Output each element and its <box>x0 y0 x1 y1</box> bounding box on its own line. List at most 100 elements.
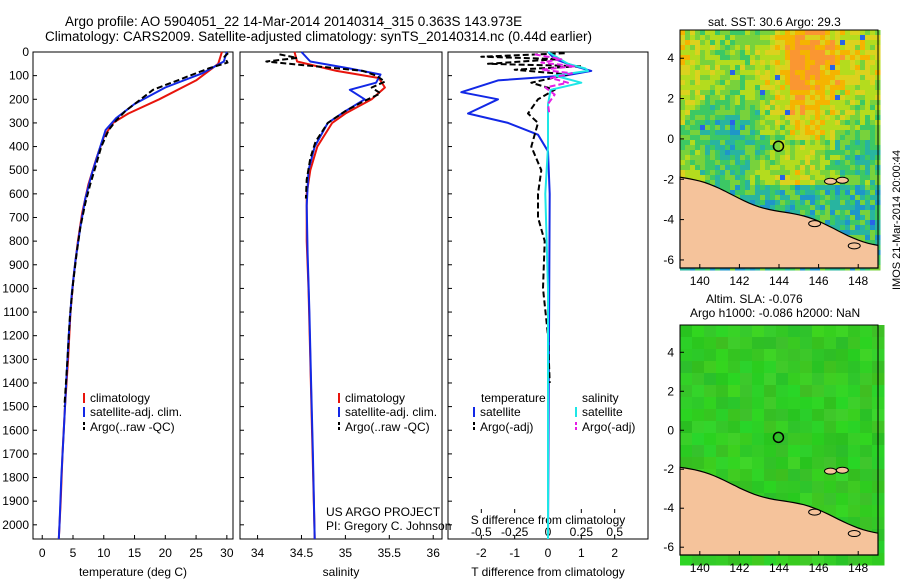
sdiff-tick-label: 0.25 <box>570 525 594 539</box>
sla-lat-tick-label: -4 <box>663 501 674 515</box>
plot-title-line1: Argo profile: AO 5904051_22 14-Mar-2014 … <box>65 14 523 29</box>
pressure-tick-label: 700 <box>9 210 29 224</box>
sst-lat-tick-label: -2 <box>663 172 674 186</box>
tdiff-tick-label: 0 <box>545 546 552 560</box>
pressure-tick-label: 800 <box>9 234 29 248</box>
sst-lat-tick-label: 2 <box>667 92 674 106</box>
salinity-argo-raw-qc--line <box>265 53 386 199</box>
pressure-tick-label: 1300 <box>2 352 29 366</box>
sla-lon-tick-label: 140 <box>690 561 710 575</box>
pressure-tick-label: 900 <box>9 258 29 272</box>
sla-lat-tick-label: -2 <box>663 462 674 476</box>
temperature-legend-climatology-label: climatology <box>90 391 150 405</box>
sdiff-tick-label: -0.5 <box>471 525 492 539</box>
sst-land <box>679 176 879 269</box>
salinity-tick-label: 35 <box>339 546 353 560</box>
difference-legend-t-satellite-label: satellite <box>480 405 521 419</box>
temperature-satellite-adj-clim--line <box>57 51 228 540</box>
pressure-tick-label: 0 <box>22 45 29 59</box>
sst-lon-tick-label: 146 <box>809 274 829 288</box>
sst-map-field <box>680 30 881 271</box>
salinity-legend-climatology-label: climatology <box>345 391 405 405</box>
pressure-tick-label: 500 <box>9 163 29 177</box>
sst-lat-tick-label: 4 <box>667 51 674 65</box>
temperature-tick-label: 30 <box>220 546 234 560</box>
tdiff-tick-label: 1 <box>578 546 585 560</box>
pressure-tick-label: 1900 <box>2 494 29 508</box>
salinity-panel-frame <box>239 51 443 540</box>
sla-map-title-line2: Argo h1000: -0.086 h2000: NaN <box>690 306 861 320</box>
pressure-tick-label: 1400 <box>2 376 29 390</box>
difference-legend-s-argo-label: Argo(-adj) <box>582 420 635 434</box>
tdiff-tick-label: 2 <box>611 546 618 560</box>
pressure-tick-label: 2000 <box>2 518 29 532</box>
sla-lon-tick-label: 146 <box>809 561 829 575</box>
pressure-tick-label: 1600 <box>2 423 29 437</box>
sla-lat-tick-label: -6 <box>663 540 674 554</box>
temperature-tick-label: 25 <box>189 546 203 560</box>
pressure-tick-label: 1000 <box>2 281 29 295</box>
sst-island <box>847 242 861 250</box>
sst-lon-tick-label: 144 <box>769 274 789 288</box>
difference-t-satellite-line <box>460 51 593 540</box>
temperature-axis-label: temperature (deg C) <box>79 565 187 579</box>
salinity-tick-label: 36 <box>427 546 441 560</box>
salinity-tick-label: 34.5 <box>290 546 314 560</box>
legend-salinity-header: salinity <box>582 391 619 405</box>
sla-land <box>679 466 879 556</box>
temperature-tick-label: 15 <box>128 546 142 560</box>
sst-lat-tick-label: 0 <box>667 132 674 146</box>
pressure-tick-label: 1100 <box>3 305 29 319</box>
pressure-tick-label: 1500 <box>2 400 29 414</box>
sdiff-tick-label: 0.5 <box>606 525 623 539</box>
pressure-tick-label: 200 <box>9 92 29 106</box>
sla-lat-tick-label: 4 <box>667 345 674 359</box>
salinity-satellite-adj-clim--line <box>300 51 382 540</box>
temperature-tick-label: 10 <box>97 546 111 560</box>
salinity-legend-argo-label: Argo(..raw -QC) <box>345 420 430 434</box>
sla-island <box>823 467 837 475</box>
salinity-tick-label: 34 <box>251 546 265 560</box>
temperature-tick-label: 5 <box>70 546 77 560</box>
temperature-climatology-line <box>57 51 223 540</box>
pressure-tick-label: 1200 <box>2 329 29 343</box>
pressure-tick-label: 400 <box>9 140 29 154</box>
sst-lon-tick-label: 148 <box>848 274 868 288</box>
sla-lat-tick-label: 0 <box>667 423 674 437</box>
pressure-tick-label: 300 <box>9 116 29 130</box>
difference-legend-s-satellite-label: satellite <box>582 405 623 419</box>
pressure-tick-label: 1700 <box>2 447 29 461</box>
legend-temperature-header: temperature <box>481 391 546 405</box>
sla-island <box>835 466 849 474</box>
difference-s-satellite-line <box>544 51 589 539</box>
temperature-tick-label: 20 <box>159 546 173 560</box>
sla-lon-tick-label: 142 <box>729 561 749 575</box>
salinity-tick-label: 35.5 <box>378 546 402 560</box>
sst-float-marker <box>772 140 785 152</box>
sst-island <box>808 220 822 228</box>
difference-legend-t-argo-label: Argo(-adj) <box>480 420 533 434</box>
pressure-tick-label: 100 <box>9 69 29 83</box>
sla-lon-tick-label: 144 <box>769 561 789 575</box>
temperature-legend-argo-label: Argo(..raw -QC) <box>90 420 175 434</box>
salinity-legend-satellite-label: satellite-adj. clim. <box>345 405 437 419</box>
sst-lon-tick-label: 140 <box>690 274 710 288</box>
sst-lat-tick-label: -4 <box>663 213 674 227</box>
sla-lat-tick-label: 2 <box>667 384 674 398</box>
sla-island <box>808 508 822 516</box>
pressure-tick-label: 1800 <box>2 471 29 485</box>
sla-float-marker <box>772 431 785 444</box>
difference-s-argo-adj--line <box>534 53 576 114</box>
pressure-tick-label: 600 <box>9 187 29 201</box>
difference-t-argo-adj--line <box>480 52 583 384</box>
sst-map-title: sat. SST: 30.6 Argo: 29.3 <box>708 15 841 29</box>
temperature-panel-frame <box>32 51 234 540</box>
project-name: US ARGO PROJECT <box>326 505 441 519</box>
sla-island <box>847 530 861 538</box>
sla-lon-tick-label: 148 <box>848 561 868 575</box>
temperature-argo-raw-qc--line <box>63 52 229 407</box>
tdiff-tick-label: -1 <box>509 546 520 560</box>
salinity-axis-label: salinity <box>323 565 360 579</box>
sst-island <box>823 177 837 185</box>
